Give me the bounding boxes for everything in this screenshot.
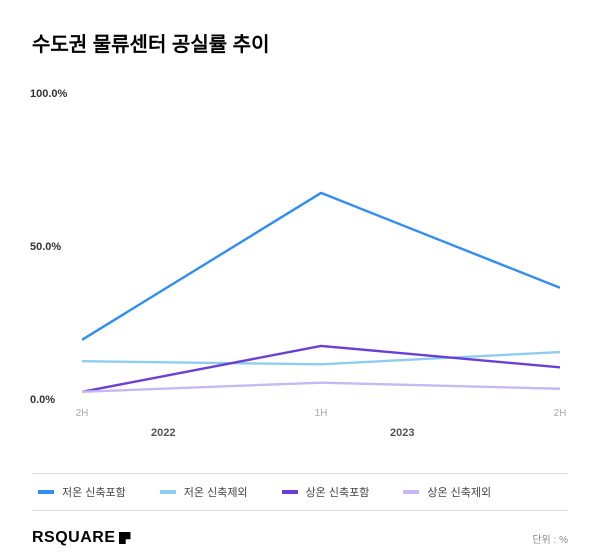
x-axis-year: 2023 bbox=[390, 427, 414, 439]
x-axis-tick: 2H bbox=[76, 408, 89, 419]
y-axis-label: 50.0% bbox=[30, 241, 61, 253]
legend-item: 상온 신축포함 bbox=[282, 484, 370, 500]
y-axis-label: 100.0% bbox=[30, 88, 67, 100]
legend-label: 저온 신축제외 bbox=[184, 484, 248, 500]
brand-text: RSQUARE bbox=[32, 529, 116, 547]
series-line bbox=[82, 383, 560, 392]
series-line bbox=[82, 346, 560, 392]
chart-title: 수도권 물류센터 공실률 추이 bbox=[32, 28, 568, 57]
legend-swatch bbox=[38, 490, 54, 494]
legend-swatch bbox=[160, 490, 176, 494]
series-line bbox=[82, 193, 560, 340]
series-line bbox=[82, 352, 560, 364]
y-axis-label: 0.0% bbox=[30, 394, 55, 406]
legend: 저온 신축포함 저온 신축제외 상온 신축포함 상온 신축제외 bbox=[32, 473, 568, 511]
unit-label: 단위 : % bbox=[532, 531, 568, 546]
footer: RSQUARE 단위 : % bbox=[32, 529, 568, 547]
legend-item: 상온 신축제외 bbox=[403, 484, 491, 500]
legend-item: 저온 신축제외 bbox=[160, 484, 248, 500]
legend-swatch bbox=[403, 490, 419, 494]
legend-label: 상온 신축제외 bbox=[427, 484, 491, 500]
legend-label: 상온 신축포함 bbox=[306, 484, 370, 500]
x-axis-year: 2022 bbox=[151, 427, 175, 439]
x-axis-tick: 1H bbox=[315, 408, 328, 419]
x-axis-tick: 2H bbox=[554, 408, 567, 419]
legend-label: 저온 신축포함 bbox=[62, 484, 126, 500]
brand-icon bbox=[119, 532, 131, 544]
plot-svg bbox=[82, 95, 560, 401]
legend-item: 저온 신축포함 bbox=[38, 484, 126, 500]
brand-logo: RSQUARE bbox=[32, 529, 131, 547]
legend-swatch bbox=[282, 490, 298, 494]
plot: 2H1H2H20222023 bbox=[82, 95, 560, 401]
chart-area: 2H1H2H20222023 0.0% 50.0% 100.0% bbox=[32, 85, 568, 425]
